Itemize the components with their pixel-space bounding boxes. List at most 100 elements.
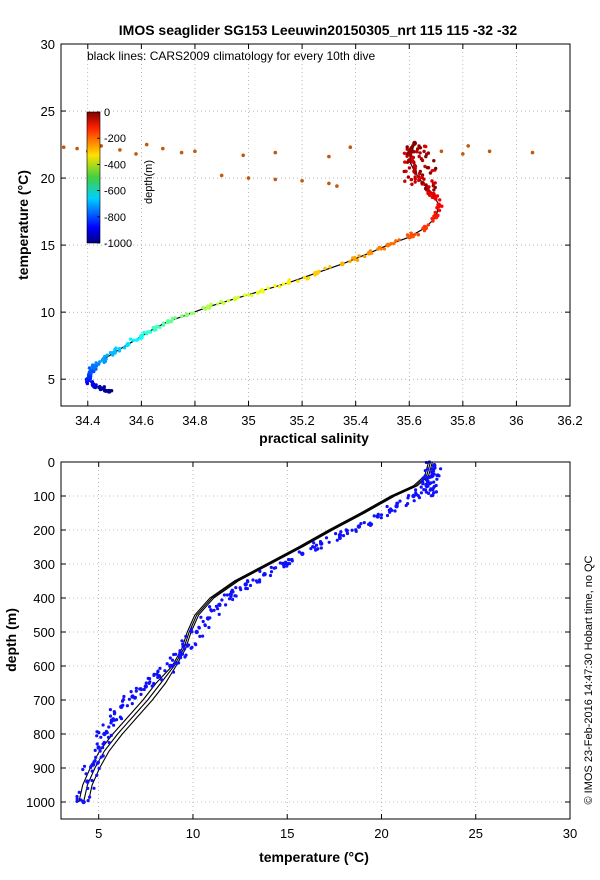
chart2-glider-sample [77,790,81,795]
chart2-glider-sample [362,521,366,525]
chart1-surface-sample [423,164,427,169]
chart1-profile-sample [413,232,417,237]
chart2-glider-sample [429,481,433,485]
chart1-profile-sample [250,293,254,297]
colorbar-label: depth(m) [143,160,155,204]
chart2-glider-sample [163,669,167,673]
chart1-surface-point [327,154,331,159]
chart1-profile-point [232,296,238,302]
chart1-surface-sample [433,181,437,185]
chart2-glider-sample [422,488,426,492]
chart1-profile-sample [416,233,421,237]
chart2-glider-sample [98,749,102,753]
chart2-data-points [75,460,443,805]
chart2-glider-sample [178,649,182,653]
chart1-profile-sample [397,238,401,242]
chart1-profile-point [286,280,292,286]
chart1-surface-sample [419,157,424,161]
chart2-grid [61,461,571,819]
chart2-glider-sample [97,766,101,771]
chart2-glider-point [168,663,173,669]
chart2-glider-sample [181,645,185,649]
chart1-profile-sample [409,153,413,158]
chart2-glider-sample [379,513,384,517]
chart1-profile-sample [387,243,392,247]
chart2-glider-sample [93,748,97,753]
chart1-profile-sample [219,299,223,304]
chart2-glider-sample [212,608,216,612]
chart2-glider-sample [155,672,159,676]
chart1-surface-sample [402,169,406,174]
chart1-profile-sample [153,325,158,330]
chart1-surface-sample [432,159,436,163]
chart2-glider-sample [121,703,125,707]
chart2-glider-sample [268,573,273,578]
chart2-glider-sample [168,656,172,660]
chart2-glider-sample [350,528,354,532]
chart1-profile-sample [287,278,291,282]
chart2-glider-sample [338,536,342,541]
chart1-y-tick-label: 30 [41,37,55,52]
chart1-profile-sample [105,353,109,357]
chart2-climatology-line [87,461,433,803]
chart1-profile-sample [97,385,101,390]
chart1-surface-point [530,150,535,155]
chart1-y-tick-label: 5 [48,372,55,387]
chart2-glider-sample [158,666,162,671]
chart1-profile-sample [226,299,231,303]
chart2-glider-point [96,745,101,750]
chart1-profile-sample [131,338,136,342]
chart1-profile-sample [128,337,133,341]
chart1-climatology-line [87,143,440,392]
chart2-glider-sample [432,469,436,473]
chart1-surface-sample [409,177,414,182]
chart2-glider-sample [217,612,221,617]
chart2-glider-sample [95,742,99,746]
chart1-profile-point [436,202,442,208]
chart1-profile-sample [94,383,98,387]
chart2-glider-sample [398,499,402,503]
chart2-glider-sample [387,508,391,512]
chart2-glider-sample [92,786,96,790]
chart2-glider-sample [379,516,383,520]
chart2-x-axis-label: temperature (°C) [259,849,369,865]
chart2-glider-point [177,653,182,658]
chart1-surface-sample [432,188,436,192]
chart2-glider-sample [134,686,138,690]
chart1-surface-sample [413,180,417,184]
chart1-surface-sample [410,159,414,164]
chart1-y-axis-label: temperature (°C) [15,170,31,280]
chart2-glider-sample [173,661,177,665]
chart1-surface-point [461,152,465,156]
chart1-surface-point [300,179,304,183]
chart2-glider-sample [113,711,117,715]
chart2-glider-sample [231,597,235,602]
chart2-glider-sample [376,512,380,517]
chart2-glider-sample [125,704,129,708]
chart1-profile-sample [180,314,184,318]
chart2-y-tick-label: 300 [33,557,55,572]
chart2-glider-sample [160,678,164,682]
chart2-glider-sample [184,634,188,638]
chart2-glider-point [300,551,305,556]
chart2-glider-sample [201,634,205,638]
chart2-glider-sample [390,508,394,512]
chart1-surface-sample [405,145,409,149]
colorbar [86,111,101,244]
chart2-glider-sample [181,642,185,646]
chart1-profile-sample [98,360,102,364]
chart2-glider-sample [148,680,152,684]
chart1-surface-point [118,148,122,152]
chart2-climatology-line [83,461,432,803]
chart2-glider-sample [314,543,319,547]
chart1-x-tick-label: 35.6 [397,413,422,428]
chart1-profile-sample [433,213,437,218]
chart1-surface-sample [402,151,407,155]
chart2-glider-sample [412,499,416,503]
chart1-profile-sample [87,370,92,374]
chart1-plot-area [60,43,571,407]
chart2-glider-sample [216,607,220,611]
chart2-glider-sample [432,480,436,484]
chart2-glider-sample [197,626,201,630]
